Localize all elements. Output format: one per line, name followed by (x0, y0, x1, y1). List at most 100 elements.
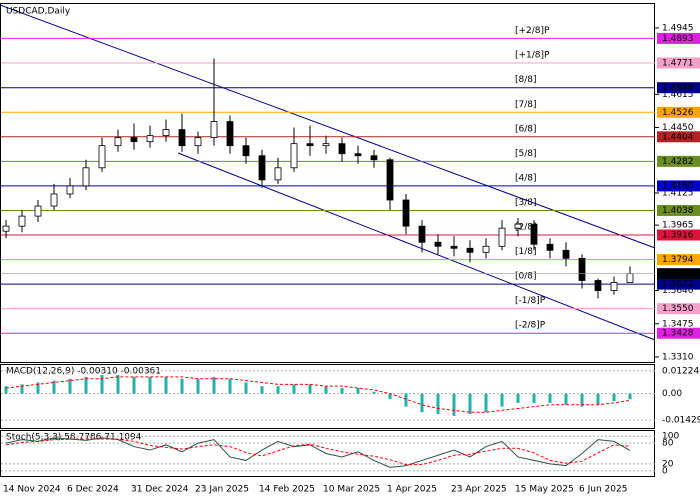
level-price-label: 1.4404 (662, 132, 694, 142)
level-price-box (657, 131, 700, 143)
macd-bar (372, 391, 376, 394)
macd-bar (340, 388, 344, 394)
y-tick-label: 80 (662, 439, 674, 449)
candle-body (466, 247, 474, 253)
level-price-label: 1.3550 (662, 304, 694, 314)
x-tick-label: 14 Feb 2025 (259, 485, 315, 495)
candle-body (610, 282, 618, 291)
macd-bar (452, 393, 456, 416)
macd-bar (292, 384, 296, 394)
candle-body (258, 155, 266, 181)
y-tick-label: 100 (662, 432, 679, 442)
y-tick-label: 1.3965 (662, 221, 694, 231)
murrey-level-name: [1/8] (515, 247, 537, 257)
macd-bar (420, 393, 424, 413)
macd-bar (244, 382, 248, 394)
candle-body (626, 273, 634, 283)
candle-body (274, 167, 282, 181)
macd-bar (20, 384, 24, 394)
y-tick-label: 1.3640 (662, 286, 694, 296)
candle-body (114, 137, 122, 147)
macd-bar (356, 388, 360, 394)
y-tick-label: 1.3310 (662, 352, 694, 362)
x-tick-label: 31 Dec 2024 (131, 485, 189, 495)
level-price-box (657, 180, 700, 192)
y-tick-label: 0.00 (662, 389, 682, 399)
level-price-box (657, 254, 700, 266)
panel-title: MACD(12,26,9) -0.00310 -0.00361 (6, 367, 161, 377)
macd-bar (132, 376, 136, 394)
candle-body (82, 167, 90, 187)
candle-body (386, 159, 394, 201)
macd-bar (500, 393, 504, 407)
murrey-level-name: [0/8] (515, 272, 537, 282)
panel-title: USDCAD,Daily (6, 7, 71, 17)
level-price-label: 1.3916 (662, 231, 694, 241)
candle-body (98, 145, 106, 169)
candle-body (322, 143, 330, 147)
x-tick-label: 10 Mar 2025 (323, 485, 380, 495)
candle-body (178, 129, 186, 147)
candle-body (242, 145, 250, 157)
macd-bar (116, 375, 120, 394)
candle-body (594, 280, 602, 291)
candle-body (370, 155, 378, 161)
x-tick-label: 6 Jun 2025 (579, 485, 627, 495)
candle-body (162, 129, 170, 137)
murrey-level-name: [4/8] (515, 173, 537, 183)
macd-bar (228, 378, 232, 394)
murrey-level-name: [-1/8]P (515, 296, 546, 306)
y-tick-label: 0 (662, 466, 668, 476)
x-tick-label: 23 Jan 2025 (195, 485, 249, 495)
macd-bar (612, 393, 616, 402)
murrey-level-name: [+2/8]P (515, 26, 550, 36)
level-price-label: 1.3672 (662, 280, 694, 290)
level-price-box (657, 327, 700, 339)
x-tick-label: 23 Apr 2025 (451, 485, 507, 495)
level-price-box (657, 278, 700, 290)
level-price-label: 1.4771 (662, 58, 694, 68)
level-price-label: 1.4893 (662, 34, 694, 44)
y-tick-label: 1.4450 (662, 123, 694, 133)
candle-body (530, 223, 538, 245)
level-price-box (657, 303, 700, 315)
murrey-level-name: [7/8] (515, 100, 537, 110)
murrey-level-name: [8/8] (515, 75, 537, 85)
level-price-box (657, 57, 700, 69)
macd-bar (276, 386, 280, 394)
macd-bar (580, 393, 584, 407)
stoch-line (5, 437, 631, 468)
level-price-box (657, 82, 700, 94)
candle-body (2, 225, 10, 232)
level-price-label: 1.4526 (662, 108, 694, 118)
candle-body (562, 249, 570, 259)
level-price-label: 1.3428 (662, 329, 694, 339)
y-tick-label: 0.01224 (662, 366, 699, 376)
candle-body (306, 143, 314, 147)
macd-bar (468, 393, 472, 415)
last-price-box (657, 268, 700, 280)
price-panel-frame (0, 3, 655, 363)
candle-body (546, 243, 554, 251)
macd-bar (164, 376, 168, 394)
candle-body (226, 121, 234, 147)
channel-line (0, 4, 656, 249)
macd-bar (84, 376, 88, 394)
macd-bar (148, 376, 152, 394)
x-tick-label: 14 Nov 2024 (3, 485, 61, 495)
macd-bar (212, 376, 216, 394)
level-price-box (657, 204, 700, 216)
y-tick-label: 1.3475 (662, 319, 694, 329)
candle-body (418, 225, 426, 243)
panel-title: Stoch(5,3,3) 58.7786 71.1094 (6, 433, 142, 443)
last-price-label: 1.3724 (662, 269, 694, 279)
x-tick-label: 1 Apr 2025 (387, 485, 437, 495)
macd-bar (628, 393, 632, 400)
macd-bar (308, 384, 312, 394)
candle-body (146, 135, 154, 143)
candle-body (434, 241, 442, 247)
candle-body (354, 153, 362, 157)
y-tick-label: 1.4945 (662, 23, 694, 33)
y-tick-label: 1.4615 (662, 90, 694, 100)
